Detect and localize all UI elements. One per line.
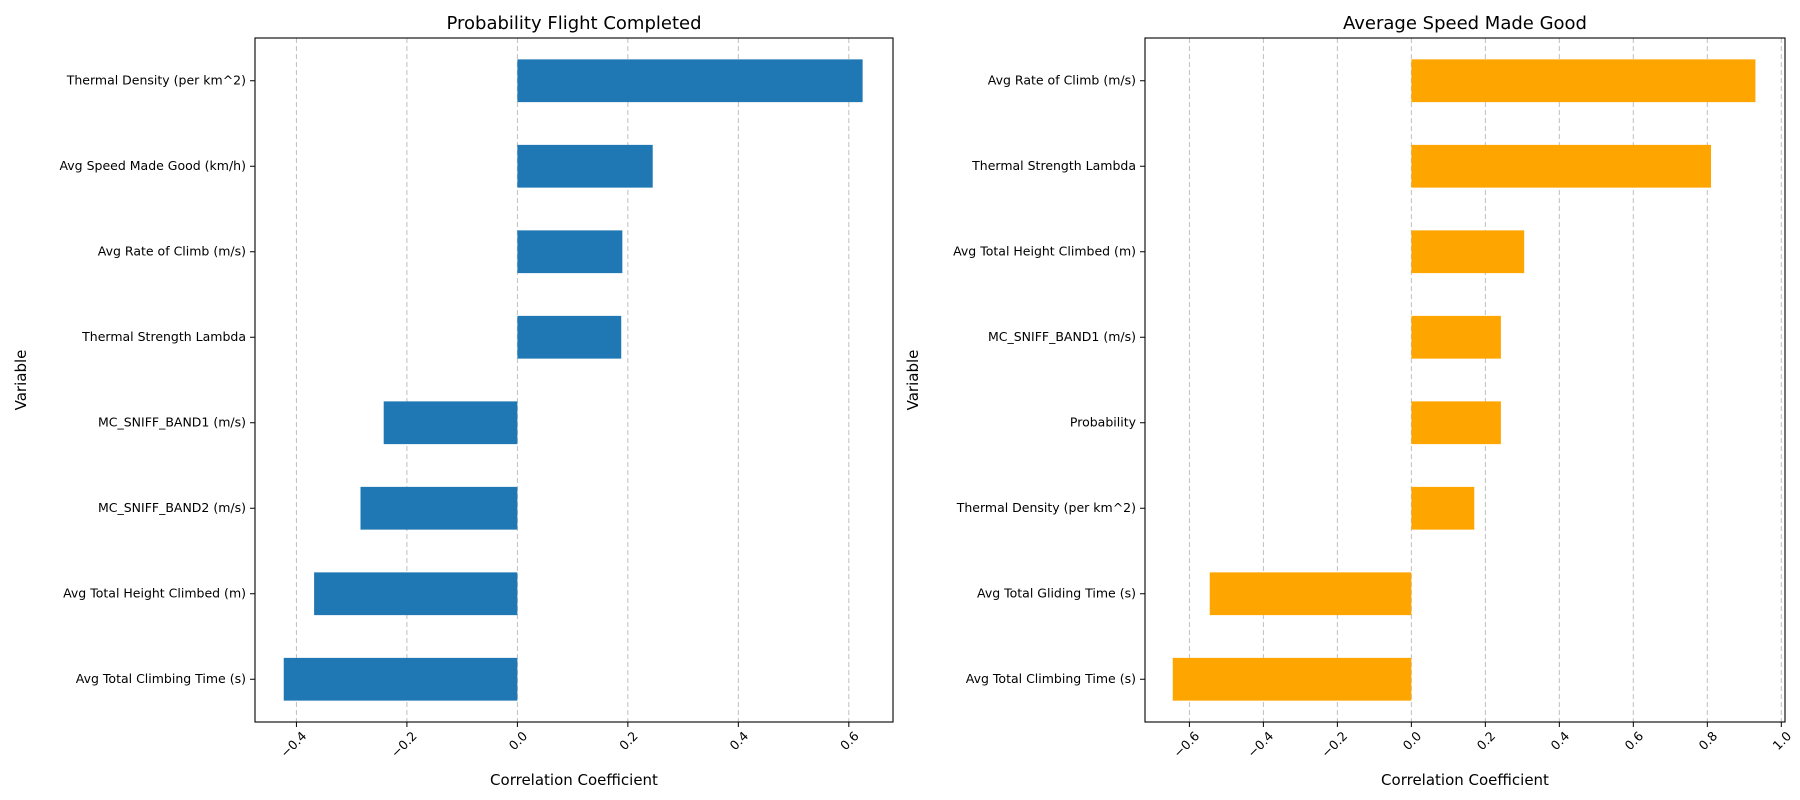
bar-mc-sniff-band1-m-s xyxy=(383,401,518,445)
bar-avg-rate-of-climb-m-s xyxy=(1411,59,1756,103)
bar-avg-total-gliding-time-s xyxy=(1209,572,1412,616)
bar-avg-total-climbing-time-s xyxy=(1172,657,1412,701)
y-axis-label: Variable xyxy=(904,350,922,411)
y-tick-label: Thermal Density (per km^2) xyxy=(956,500,1136,515)
y-tick-label: Avg Total Climbing Time (s) xyxy=(76,671,246,686)
plot-frame xyxy=(254,37,894,723)
chart-probability-flight-completed: Probability Flight Completed Thermal Den… xyxy=(12,13,894,789)
y-tick-label: Probability xyxy=(1070,414,1137,429)
y-ticks: Thermal Density (per km^2) Avg Speed Made… xyxy=(59,72,255,686)
y-tick-label: Avg Total Climbing Time (s) xyxy=(966,671,1136,686)
chart-title: Probability Flight Completed xyxy=(446,13,701,34)
bar-probability xyxy=(1411,401,1501,445)
y-tick-label: MC_SNIFF_BAND1 (m/s) xyxy=(988,329,1136,344)
y-tick-label: MC_SNIFF_BAND2 (m/s) xyxy=(98,500,246,515)
bars xyxy=(283,59,863,701)
bar-avg-total-height-climbed-m xyxy=(314,572,518,616)
bar-thermal-strength-lambda xyxy=(1411,144,1712,188)
bars xyxy=(1172,59,1756,701)
bar-thermal-density-per-km-2 xyxy=(1411,486,1475,530)
y-tick-label: Avg Total Gliding Time (s) xyxy=(977,585,1136,600)
y-tick-label: Thermal Density (per km^2) xyxy=(66,72,246,87)
y-tick-label: Avg Rate of Climb (m/s) xyxy=(988,72,1136,87)
bar-avg-total-height-climbed-m xyxy=(1411,230,1525,274)
x-axis-label: Correlation Coefficient xyxy=(1381,771,1549,789)
bar-thermal-density-per-km-2 xyxy=(517,59,863,103)
bar-avg-total-climbing-time-s xyxy=(283,657,518,701)
y-ticks: Avg Rate of Climb (m/s) Thermal Strength … xyxy=(953,72,1145,686)
y-tick-label: Thermal Strength Lambda xyxy=(971,158,1136,173)
bar-mc-sniff-band1-m-s xyxy=(1411,315,1501,359)
chart-title: Average Speed Made Good xyxy=(1343,13,1587,34)
y-tick-label: Avg Speed Made Good (km/h) xyxy=(59,158,246,173)
y-tick-label: Avg Total Height Climbed (m) xyxy=(953,243,1136,258)
y-tick-label: Avg Rate of Climb (m/s) xyxy=(98,243,246,258)
bar-thermal-strength-lambda xyxy=(517,315,622,359)
bar-avg-rate-of-climb-m-s xyxy=(517,230,623,274)
y-tick-label: Avg Total Height Climbed (m) xyxy=(63,585,246,600)
x-axis-label: Correlation Coefficient xyxy=(490,771,658,789)
plot-frame xyxy=(1144,37,1786,723)
y-tick-label: MC_SNIFF_BAND1 (m/s) xyxy=(98,414,246,429)
bar-avg-speed-made-good-km-h xyxy=(517,144,653,188)
bar-mc-sniff-band2-m-s xyxy=(360,486,518,530)
y-tick-label: Thermal Strength Lambda xyxy=(81,329,246,344)
y-axis-label: Variable xyxy=(12,350,30,411)
